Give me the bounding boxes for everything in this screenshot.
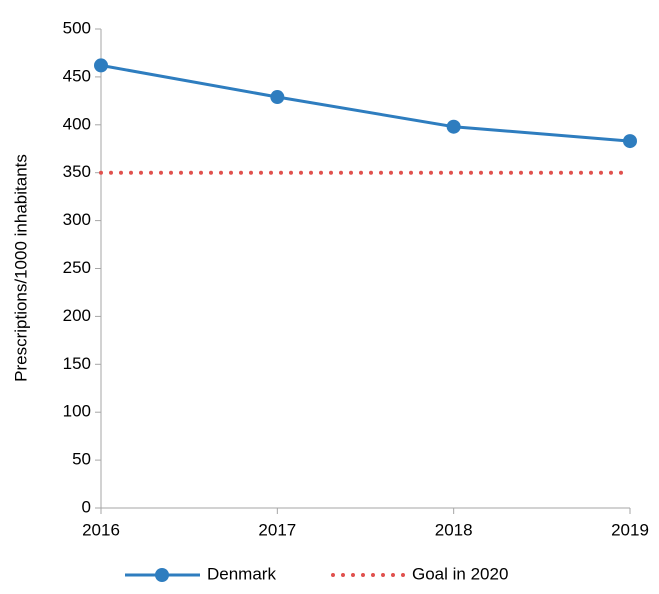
- legend-label: Goal in 2020: [412, 564, 508, 583]
- y-tick-label: 450: [63, 66, 91, 85]
- legend-marker: [155, 568, 169, 582]
- y-tick-label: 100: [63, 402, 91, 421]
- series-line: [100, 63, 631, 143]
- legend-label: Denmark: [207, 564, 276, 583]
- point: [623, 134, 637, 149]
- point: [446, 119, 461, 134]
- y-tick-label: 150: [63, 354, 91, 373]
- y-tick-label: 350: [63, 162, 91, 181]
- x-tick-label: 2016: [82, 520, 120, 539]
- y-tick-label: 500: [63, 18, 91, 37]
- y-tick-label: 250: [63, 258, 91, 277]
- x-tick-label: 2018: [435, 520, 473, 539]
- y-tick-label: 0: [82, 497, 91, 516]
- y-tick-label: 400: [63, 114, 91, 133]
- x-tick-label: 2017: [258, 520, 296, 539]
- y-tick-label: 50: [72, 450, 91, 469]
- point: [270, 90, 285, 105]
- y-tick-label: 300: [63, 210, 91, 229]
- point: [94, 58, 108, 73]
- y-axis-label: Prescriptions/1000 inhabitants: [11, 154, 30, 382]
- y-tick-label: 200: [63, 306, 91, 325]
- x-tick-label: 2019: [611, 520, 649, 539]
